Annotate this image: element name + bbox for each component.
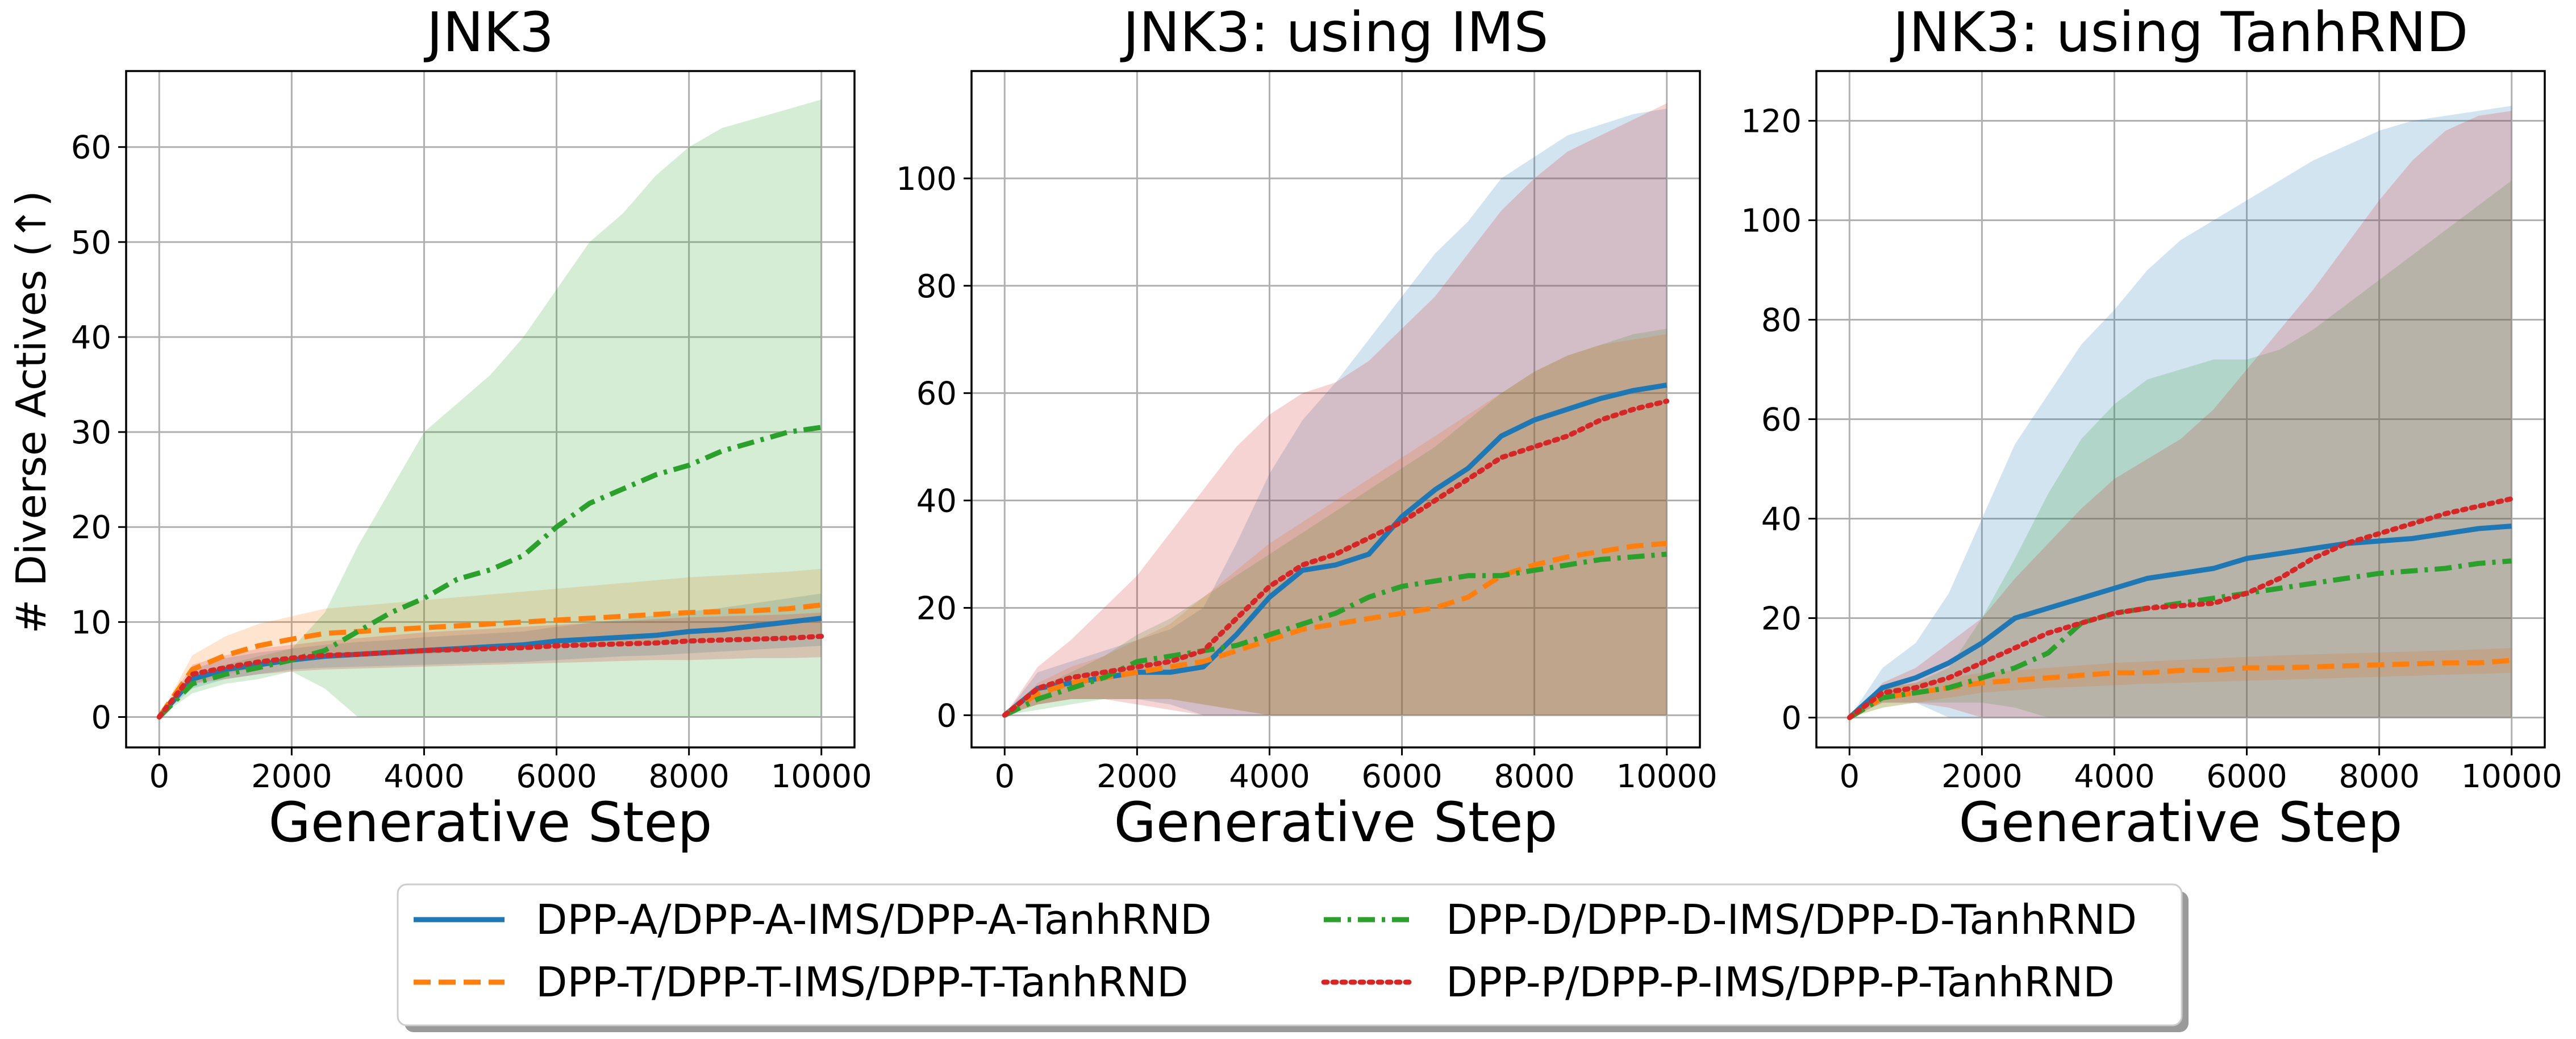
band-dpp-d <box>1004 329 1667 716</box>
axes-frame <box>125 70 856 749</box>
legend-label: DPP-P/DPP-P-IMS/DPP-P-TanhRND <box>1446 958 2115 1006</box>
chart-panel-3: 0 2000 4000 6000 8000 10000 0 20 40 60 80 100 120 JNK… <box>1741 1 2562 854</box>
x-tick-label: 10000 <box>1616 758 1718 795</box>
x-tick-label: 4000 <box>2074 758 2155 795</box>
x-axis-label: Generative Step <box>269 791 712 854</box>
y-tick-label: 60 <box>916 376 957 413</box>
y-tick-label: 50 <box>71 225 111 261</box>
series-lines <box>1846 496 2515 720</box>
x-tick-label: 4000 <box>384 758 465 795</box>
y-tick-label: 40 <box>71 319 111 356</box>
y-tick-label: 60 <box>71 130 111 167</box>
series-line-dpp-p <box>156 634 824 720</box>
x-tick-label: 0 <box>1839 758 1860 795</box>
x-tick-label: 2000 <box>251 758 332 795</box>
y-tick-label: 10 <box>71 604 111 641</box>
x-tick-label: 0 <box>994 758 1015 795</box>
y-tick-label: 20 <box>916 590 957 627</box>
legend-item-dpp-a: DPP-A/DPP-A-IMS/DPP-A-TanhRND <box>414 896 1212 944</box>
confidence-bands <box>159 99 822 717</box>
legend-label: DPP-T/DPP-T-IMS/DPP-T-TanhRND <box>536 958 1189 1006</box>
y-tick-label: 80 <box>1761 302 1802 339</box>
series-line-dpp-t <box>1003 541 1668 718</box>
y-tick-label: 60 <box>1761 402 1802 439</box>
band-dpp-d <box>159 99 822 717</box>
y-tick-label: 100 <box>896 161 957 198</box>
chart-panel-2: 0 2000 4000 6000 8000 10000 0 20 40 60 80 100 JNK3: … <box>896 1 1718 854</box>
y-tick-label: 40 <box>1761 501 1802 538</box>
x-tick-label: 8000 <box>648 758 730 795</box>
series-line-dpp-a <box>1848 523 2512 720</box>
y-tick-label: 0 <box>91 700 111 737</box>
chart-panel-1: 0 2000 4000 6000 8000 10000 0 10 20 30 40 50 60 JNK3 G… <box>71 1 872 854</box>
grid <box>1816 71 2545 747</box>
band-dpp-p <box>1849 111 2512 718</box>
legend: DPP-A/DPP-A-IMS/DPP-A-TanhRND DPP-T/DPP-T… <box>397 883 2189 1032</box>
confidence-bands <box>1004 103 1667 716</box>
y-tick-label: 120 <box>1741 103 1802 140</box>
chart-title: JNK3 <box>424 1 554 64</box>
y-tick-label: 100 <box>1741 203 1802 240</box>
grid <box>126 71 855 747</box>
y-tick-label: 0 <box>1781 700 1802 737</box>
x-tick-label: 8000 <box>2339 758 2420 795</box>
confidence-bands <box>1849 106 2512 718</box>
y-tick-label: 0 <box>936 697 957 734</box>
chart-title: JNK3: using IMS <box>1120 1 1549 64</box>
x-tick-label: 6000 <box>1361 758 1443 795</box>
grid <box>972 71 1700 747</box>
y-tick-label: 20 <box>71 509 111 546</box>
x-tick-label: 6000 <box>2206 758 2287 795</box>
series-line-dpp-a <box>1003 383 1668 717</box>
band-dpp-a <box>1004 109 1667 716</box>
x-tick-label: 0 <box>149 758 169 795</box>
series-line-dpp-t <box>157 602 822 719</box>
series-lines <box>156 425 824 720</box>
axes-frame <box>1815 70 2546 749</box>
y-tick-label: 20 <box>1761 601 1802 638</box>
x-tick-label: 2000 <box>1097 758 1178 795</box>
x-tick-label: 10000 <box>771 758 872 795</box>
x-axis-label: Generative Step <box>1959 791 2403 854</box>
band-dpp-t <box>159 568 822 717</box>
x-tick-label: 6000 <box>516 758 597 795</box>
x-tick-label: 10000 <box>2461 758 2562 795</box>
x-tick-label: 2000 <box>1941 758 2023 795</box>
y-tick-label: 30 <box>71 414 111 451</box>
legend-item-dpp-d: DPP-D/DPP-D-IMS/DPP-D-TanhRND <box>1324 896 2137 944</box>
series-lines <box>1002 383 1670 718</box>
legend-label: DPP-A/DPP-A-IMS/DPP-A-TanhRND <box>536 896 1212 944</box>
legend-label: DPP-D/DPP-D-IMS/DPP-D-TanhRND <box>1446 896 2137 944</box>
band-dpp-p <box>1004 103 1667 716</box>
y-axis-label: # Diverse Actives (↑) <box>7 190 55 633</box>
x-tick-label: 8000 <box>1494 758 1575 795</box>
band-dpp-d <box>1849 180 2512 718</box>
chart-title: JNK3: using TanhRND <box>1890 1 2469 64</box>
series-line-dpp-d <box>157 425 822 719</box>
legend-item-dpp-p: DPP-P/DPP-P-IMS/DPP-P-TanhRND <box>1321 958 2115 1006</box>
band-dpp-p <box>159 612 822 717</box>
y-tick-label: 40 <box>916 483 957 520</box>
y-tick-label: 80 <box>916 268 957 305</box>
band-dpp-t <box>1004 334 1667 716</box>
band-dpp-a <box>159 593 822 717</box>
x-tick-label: 4000 <box>1229 758 1310 795</box>
band-dpp-a <box>1849 106 2512 718</box>
legend-box <box>397 883 2183 1026</box>
series-line-dpp-p <box>1846 496 2515 720</box>
legend-item-dpp-t: DPP-T/DPP-T-IMS/DPP-T-TanhRND <box>414 958 1189 1006</box>
series-line-dpp-p <box>1002 398 1670 718</box>
x-axis-label: Generative Step <box>1114 791 1558 854</box>
axes-frame <box>970 70 1701 749</box>
